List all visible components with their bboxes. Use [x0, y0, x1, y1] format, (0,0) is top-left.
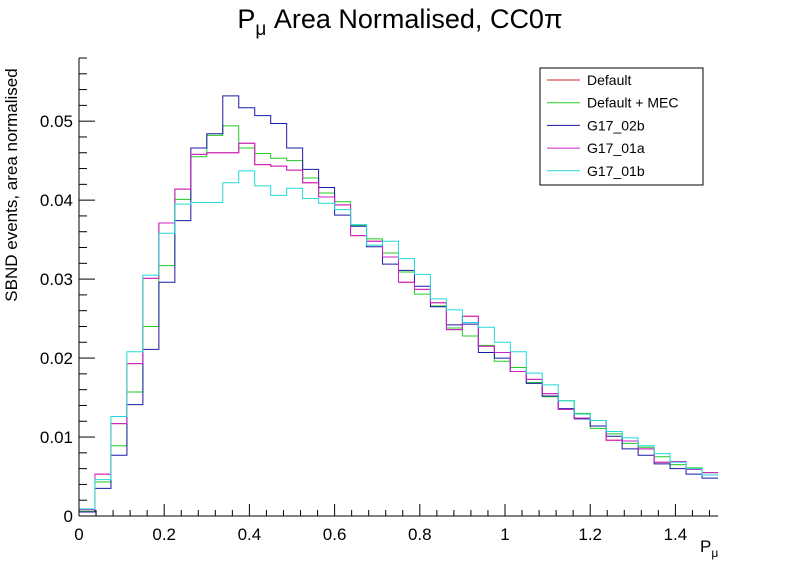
y-tick-label: 0.01: [40, 428, 73, 447]
series-layer: [78, 95, 718, 516]
x-tick-label: 0.6: [323, 525, 347, 544]
x-tick-label: 0.2: [152, 525, 176, 544]
legend-box: [539, 67, 704, 186]
y-axis-title: SBND events, area normalised: [2, 68, 21, 301]
x-tick-label: 0.4: [238, 525, 262, 544]
x-tick-label: 0.8: [408, 525, 432, 544]
series-line-4: [78, 170, 718, 516]
series-line-3: [78, 142, 718, 516]
y-tick-label: 0.05: [40, 112, 73, 131]
legend-label-0: Default: [587, 72, 631, 88]
y-tick-label: 0.02: [40, 349, 73, 368]
x-tick-label: 1.2: [578, 525, 602, 544]
y-tick-label: 0: [64, 507, 73, 526]
x-axis-title: Pμ: [700, 537, 718, 560]
y-tick-label: 0.04: [40, 191, 73, 210]
legend-label-1: Default + MEC: [587, 95, 678, 111]
legend-label-2: G17_02b: [587, 117, 645, 133]
legend: Default Default + MEC G17_02b G17_01a G17_01…: [539, 67, 704, 186]
x-tick-label: 1.4: [664, 525, 688, 544]
chart-title: Pμ Area Normalised, CC0π: [237, 4, 562, 40]
y-tick-label: 0.03: [40, 270, 73, 289]
x-tick-label: 1: [500, 525, 509, 544]
legend-label-3: G17_01a: [587, 140, 645, 156]
axes-layer: 0 0.2 0.4 0.6 0.8 1 1.2 1.4 0 0.01 0.02 0.03 0.04 0.0…: [40, 57, 718, 544]
legend-label-4: G17_01b: [587, 163, 645, 179]
x-tick-label: 0: [74, 525, 83, 544]
